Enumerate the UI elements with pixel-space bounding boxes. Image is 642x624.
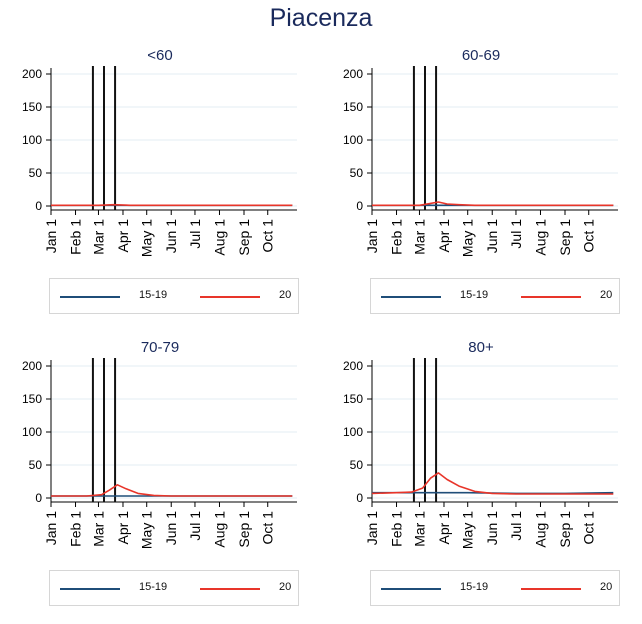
legend: 15-19 20 xyxy=(49,570,299,606)
legend-swatch-20 xyxy=(200,588,260,590)
x-tick-label: May 1 xyxy=(139,219,155,257)
legend-swatch-15-19 xyxy=(381,588,441,590)
y-tick-label: 0 xyxy=(356,199,363,213)
y-tick-label: 100 xyxy=(22,133,42,147)
x-tick-label: Sep 1 xyxy=(236,511,252,548)
series-line-20 xyxy=(51,484,293,497)
x-tick-label: Feb 1 xyxy=(68,219,84,255)
series-line-20 xyxy=(371,472,614,495)
x-tick-label: Mar 1 xyxy=(411,219,427,255)
legend-label-15-19: 15-19 xyxy=(139,289,168,301)
legend-label-15-19: 15-19 xyxy=(460,289,489,301)
legend-label-15-19: 15-19 xyxy=(139,581,168,593)
chart-title: 60-69 xyxy=(462,47,500,64)
x-tick-label: Apr 1 xyxy=(115,511,131,545)
y-tick-label: 150 xyxy=(343,100,363,114)
x-tick-label: Feb 1 xyxy=(389,511,405,547)
y-tick-label: 150 xyxy=(22,392,42,406)
x-tick-label: Jul 1 xyxy=(508,511,524,541)
x-tick-label: Apr 1 xyxy=(115,219,131,253)
y-tick-label: 50 xyxy=(350,458,364,472)
x-tick-label: Aug 1 xyxy=(532,219,548,256)
x-tick-label: Jun 1 xyxy=(163,219,179,253)
y-tick-label: 200 xyxy=(22,359,42,373)
panel-under-60: <60 0 50 100 150 200 Jan 1 Feb 1 Mar 1 Apr 1 May 1… xyxy=(0,40,321,332)
x-tick-label: Jul 1 xyxy=(187,219,203,249)
y-tick-label: 100 xyxy=(22,425,42,439)
y-tick-label: 200 xyxy=(343,359,363,373)
legend-swatch-20 xyxy=(521,296,581,298)
chart-title: 80+ xyxy=(468,339,494,356)
x-tick-label: Oct 1 xyxy=(581,511,597,545)
y-tick-label: 0 xyxy=(35,199,42,213)
x-tick-label: May 1 xyxy=(460,219,476,257)
x-tick-label: Oct 1 xyxy=(581,219,597,253)
x-tick-label: Aug 1 xyxy=(211,219,227,256)
legend-label-20: 20 xyxy=(279,581,292,593)
x-tick-label: Jun 1 xyxy=(163,511,179,545)
x-tick-label: Apr 1 xyxy=(436,219,452,253)
legend-swatch-15-19 xyxy=(60,588,120,590)
x-tick-label: May 1 xyxy=(460,511,476,549)
x-tick-label: Sep 1 xyxy=(236,219,252,256)
x-tick-label: Apr 1 xyxy=(436,511,452,545)
panel-70-79: 70-79 0 50 100 150 200 Jan 1 Feb 1 Mar 1 Apr 1 May… xyxy=(0,332,321,624)
x-tick-label: Sep 1 xyxy=(557,511,573,548)
panel-60-69: 60-69 0 50 100 150 200 Jan 1 Feb 1 Mar 1 Apr 1 May… xyxy=(321,40,642,332)
legend-label-20: 20 xyxy=(600,289,613,301)
x-tick-label: Mar 1 xyxy=(411,511,427,547)
legend-swatch-20 xyxy=(200,296,260,298)
y-tick-label: 50 xyxy=(29,458,43,472)
chart-70-79: 70-79 0 50 100 150 200 Jan 1 Feb 1 Mar 1 Apr 1 May… xyxy=(22,339,297,549)
x-tick-label: Oct 1 xyxy=(260,511,276,545)
legend-swatch-15-19 xyxy=(381,296,441,298)
chart-80-plus: 80+ 0 50 100 150 200 Jan 1 Feb 1 Mar 1 Apr 1 May 1… xyxy=(343,339,618,549)
x-tick-label: Aug 1 xyxy=(211,511,227,548)
x-tick-label: Jul 1 xyxy=(187,511,203,541)
y-tick-label: 200 xyxy=(22,67,42,81)
x-tick-label: Jan 1 xyxy=(43,219,59,253)
chart-title: 70-79 xyxy=(141,339,179,356)
x-tick-label: Jan 1 xyxy=(364,511,380,545)
panel-80-plus: 80+ 0 50 100 150 200 Jan 1 Feb 1 Mar 1 Apr 1 May 1… xyxy=(321,332,642,624)
y-tick-label: 150 xyxy=(22,100,42,114)
y-tick-label: 200 xyxy=(343,67,363,81)
y-tick-label: 100 xyxy=(343,133,363,147)
x-tick-label: Mar 1 xyxy=(90,511,106,547)
legend-swatch-15-19 xyxy=(60,296,120,298)
x-tick-label: Jun 1 xyxy=(484,511,500,545)
y-tick-label: 150 xyxy=(343,392,363,406)
legend: 15-19 20 xyxy=(49,278,299,314)
x-tick-label: Oct 1 xyxy=(260,219,276,253)
y-tick-label: 50 xyxy=(350,166,364,180)
y-tick-label: 0 xyxy=(356,491,363,505)
x-tick-label: May 1 xyxy=(139,511,155,549)
x-tick-label: Jan 1 xyxy=(364,219,380,253)
figure-title: Piacenza xyxy=(269,4,373,32)
series-line-20 xyxy=(51,203,293,207)
x-tick-label: Mar 1 xyxy=(90,219,106,255)
chart-title: <60 xyxy=(147,47,172,64)
legend-label-20: 20 xyxy=(600,581,613,593)
legend-label-20: 20 xyxy=(279,289,292,301)
x-tick-label: Sep 1 xyxy=(557,219,573,256)
legend: 15-19 20 xyxy=(370,278,620,314)
legend: 15-19 20 xyxy=(370,570,620,606)
legend-swatch-20 xyxy=(521,588,581,590)
y-tick-label: 0 xyxy=(35,491,42,505)
legend-label-15-19: 15-19 xyxy=(460,581,489,593)
x-tick-label: Jan 1 xyxy=(43,511,59,545)
series-line-20 xyxy=(372,201,614,207)
x-tick-label: Feb 1 xyxy=(68,511,84,547)
y-tick-label: 50 xyxy=(29,166,43,180)
x-tick-label: Jun 1 xyxy=(484,219,500,253)
x-tick-label: Jul 1 xyxy=(508,219,524,249)
y-tick-label: 100 xyxy=(343,425,363,439)
x-tick-label: Aug 1 xyxy=(532,511,548,548)
chart-60-69: 60-69 0 50 100 150 200 Jan 1 Feb 1 Mar 1 Apr 1 May… xyxy=(343,47,618,257)
chart-under-60: <60 0 50 100 150 200 Jan 1 Feb 1 Mar 1 Apr 1 May 1… xyxy=(22,47,297,257)
x-tick-label: Feb 1 xyxy=(389,219,405,255)
